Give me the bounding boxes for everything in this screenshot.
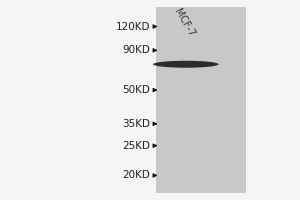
Text: MCF-7: MCF-7 — [172, 7, 197, 38]
Text: 25KD: 25KD — [122, 141, 150, 151]
Text: 20KD: 20KD — [122, 170, 150, 180]
Text: 35KD: 35KD — [122, 119, 150, 129]
Bar — [156, 7, 246, 193]
Text: 120KD: 120KD — [116, 22, 150, 32]
Text: 90KD: 90KD — [122, 45, 150, 55]
Text: 50KD: 50KD — [122, 85, 150, 95]
Ellipse shape — [153, 61, 219, 68]
